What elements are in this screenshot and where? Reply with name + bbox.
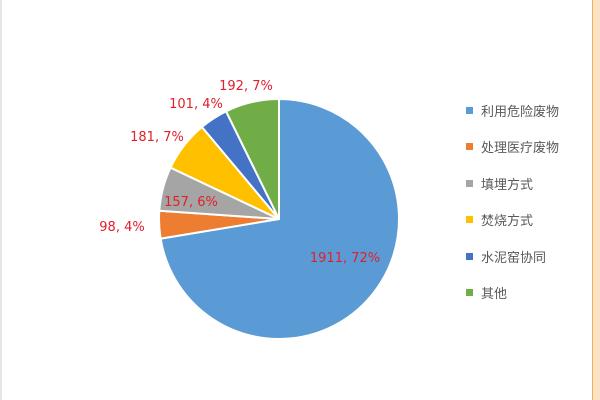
legend-item: 其他 bbox=[466, 275, 559, 312]
data-label: 157, 6% bbox=[164, 195, 218, 210]
data-label: 192, 7% bbox=[219, 79, 273, 94]
legend-swatch bbox=[466, 106, 473, 114]
legend-label: 其他 bbox=[481, 287, 508, 303]
data-label: 1911, 72% bbox=[310, 251, 380, 266]
legend-swatch bbox=[466, 252, 473, 260]
legend-label: 填埋方式 bbox=[481, 177, 534, 193]
legend-swatch bbox=[466, 289, 473, 297]
frame-left-border bbox=[0, 0, 2, 400]
data-label: 98, 4% bbox=[99, 220, 144, 235]
legend-item: 填埋方式 bbox=[466, 165, 559, 202]
legend-item: 水泥窑协同 bbox=[466, 238, 559, 275]
legend-swatch bbox=[466, 143, 473, 151]
data-label: 101, 4% bbox=[169, 97, 223, 112]
legend-item: 处理医疗废物 bbox=[466, 129, 559, 166]
legend: 利用危险废物 处理医疗废物 填埋方式焚烧方式水泥窑协同其他 bbox=[466, 92, 559, 311]
legend-label: 利用危险废物 bbox=[481, 104, 560, 120]
legend-label: 水泥窑协同 bbox=[481, 250, 547, 266]
legend-swatch bbox=[466, 216, 473, 224]
legend-item: 利用危险废物 bbox=[466, 92, 559, 129]
legend-swatch bbox=[466, 179, 473, 187]
legend-item: 焚烧方式 bbox=[466, 202, 559, 239]
legend-label: 焚烧方式 bbox=[481, 214, 534, 230]
frame-right-border bbox=[592, 0, 600, 400]
pie-slice bbox=[224, 97, 280, 220]
legend-label: 处理医疗废物 bbox=[481, 141, 560, 157]
data-label: 181, 7% bbox=[130, 130, 184, 145]
